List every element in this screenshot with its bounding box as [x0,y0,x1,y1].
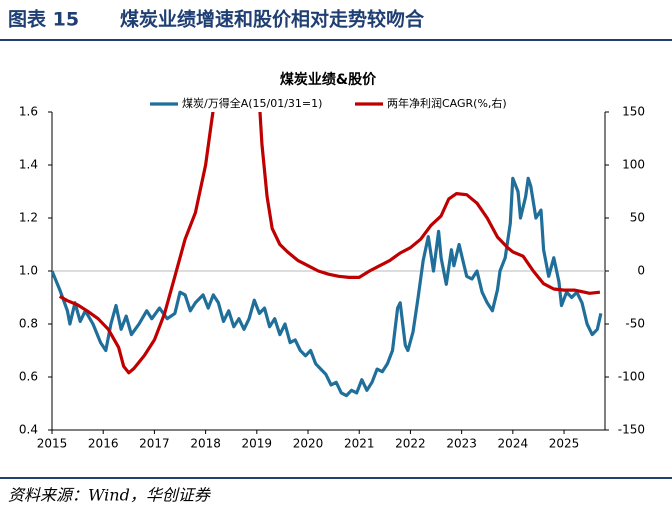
y2-tick-label: 50 [630,211,645,225]
y2-tick-label: -50 [625,317,645,331]
x-tick-label: 2015 [37,437,68,451]
x-tick-label: 2018 [190,437,221,451]
x-tick-label: 2025 [549,437,580,451]
y-tick-label: 1.4 [19,158,38,172]
y-tick-label: 0.6 [19,370,38,384]
y2-tick-label: 100 [622,158,645,172]
chart-title: 煤炭业绩&股价 [280,71,377,88]
figure-title: 煤炭业绩增速和股价相对走势较吻合 [120,8,425,31]
y-tick-label: 1.0 [19,264,38,278]
y2-tick-label: -100 [618,370,645,384]
x-tick-label: 2019 [242,437,273,451]
x-tick-label: 2023 [446,437,477,451]
y2-tick-label: 150 [622,105,645,119]
legend-label: 两年净利润CAGR(%,右) [387,96,507,110]
figure-label: 图表 15 [8,8,79,31]
y-tick-label: 0.4 [19,423,38,437]
y2-tick-label: 0 [637,264,645,278]
y-tick-label: 1.6 [19,105,38,119]
x-tick-label: 2017 [139,437,170,451]
series-line [52,176,603,398]
y2-tick-label: -150 [618,423,645,437]
series-line [58,112,601,375]
x-tick-label: 2016 [88,437,119,451]
x-tick-label: 2021 [344,437,375,451]
source: 资料来源：Wind，华创证券 [8,486,212,505]
x-tick-label: 2020 [293,437,324,451]
plot [52,112,603,398]
legend-label: 煤炭/万得全A(15/01/31=1) [182,96,322,110]
y-tick-label: 0.8 [19,317,38,331]
x-tick-label: 2024 [498,437,529,451]
x-tick-label: 2022 [395,437,426,451]
y-tick-label: 1.2 [19,211,38,225]
